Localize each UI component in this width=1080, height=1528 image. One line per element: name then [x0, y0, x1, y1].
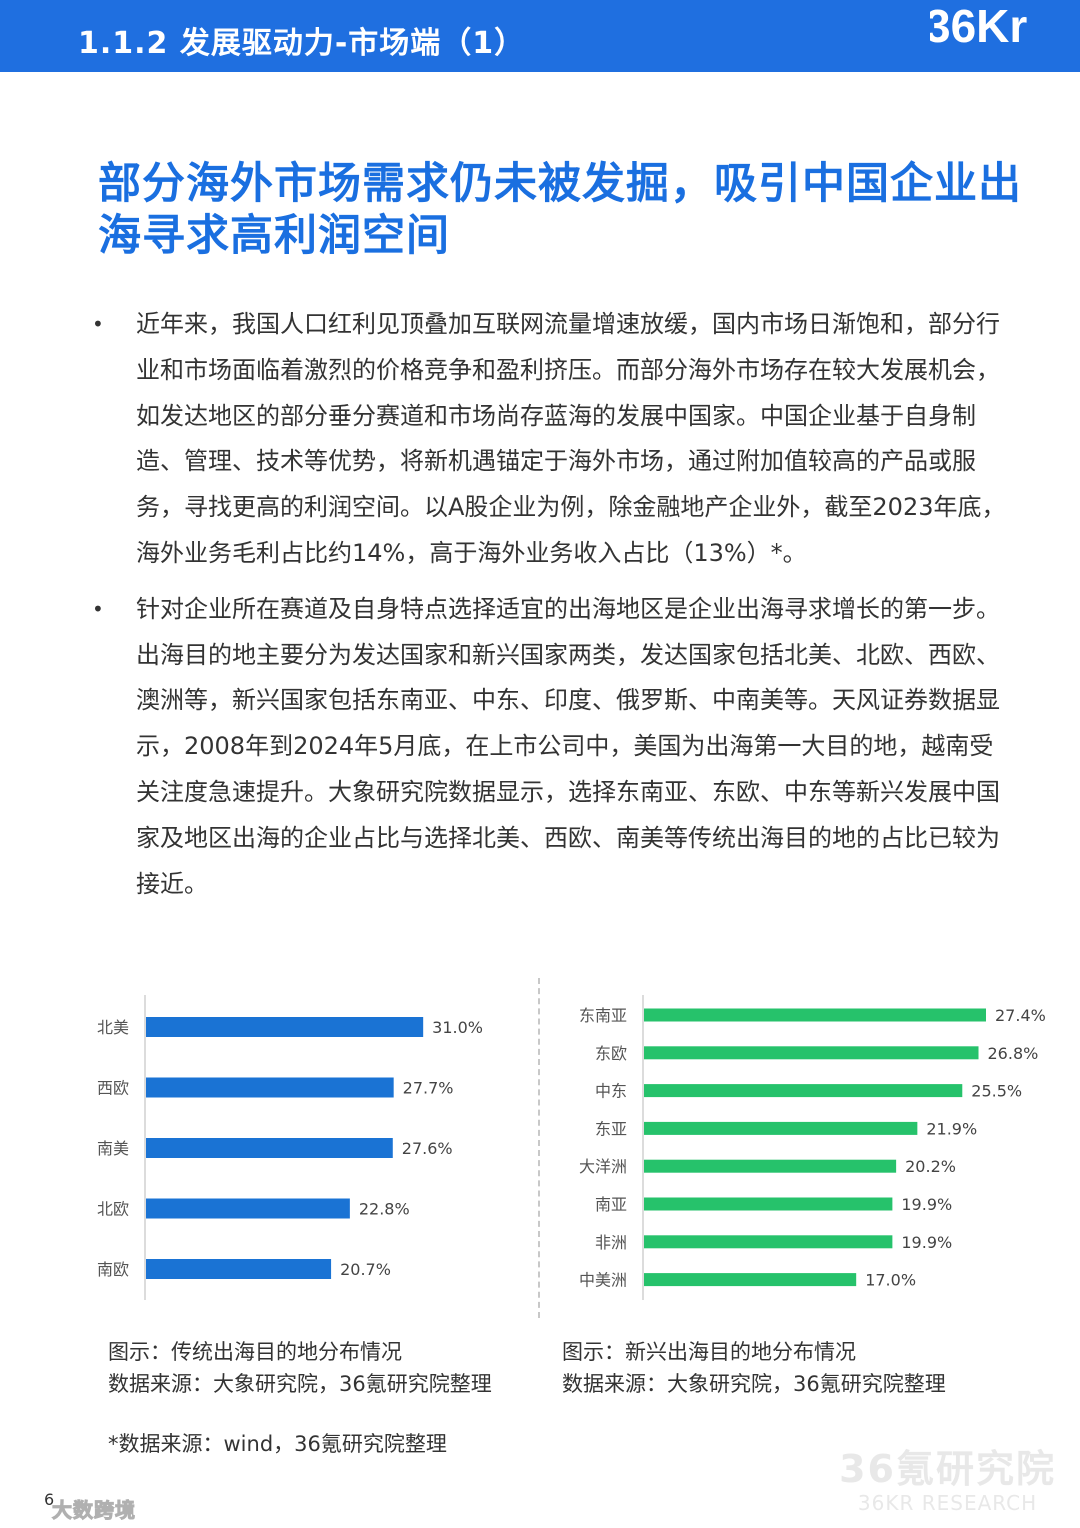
bullet-text: 近年来，我国人口红利见顶叠加互联网流量增速放缓，国内市场日渐饱和，部分行业和市场…: [136, 310, 1006, 567]
bar: [644, 1235, 893, 1249]
bar: [644, 1008, 986, 1022]
section-title: 1.1.2 发展驱动力-市场端（1）: [78, 26, 526, 61]
data-label: 22.8%: [359, 1200, 410, 1219]
headline: 部分海外市场需求仍未被发掘，吸引中国企业出海寻求高利润空间: [98, 159, 1022, 261]
bullet-list: • 近年来，我国人口红利见顶叠加互联网流量增速放缓，国内市场日渐饱和，部分行业和…: [88, 302, 1008, 917]
chart-caption-right: 图示：新兴出海目的地分布情况 数据来源：大象研究院，36氪研究院整理: [562, 1336, 946, 1400]
watermark-cn: 36氪研究院: [839, 1447, 1056, 1491]
caption-title: 图示：传统出海目的地分布情况: [108, 1340, 402, 1364]
category-label: 大洋洲: [579, 1157, 627, 1176]
bar: [644, 1046, 979, 1060]
page-number: 6: [44, 1490, 55, 1509]
data-label: 20.2%: [905, 1157, 956, 1176]
bar: [644, 1084, 963, 1098]
bullet-item: • 近年来，我国人口红利见顶叠加互联网流量增速放缓，国内市场日渐饱和，部分行业和…: [88, 302, 1008, 577]
bullet-item: • 针对企业所在赛道及自身特点选择适宜的出海地区是企业出海寻求增长的第一步。出海…: [88, 587, 1008, 908]
data-label: 27.4%: [995, 1006, 1046, 1025]
bullet-text: 针对企业所在赛道及自身特点选择适宜的出海地区是企业出海寻求增长的第一步。出海目的…: [136, 594, 1000, 898]
chart-caption-left: 图示：传统出海目的地分布情况 数据来源：大象研究院，36氪研究院整理: [108, 1336, 492, 1400]
bar: [644, 1197, 893, 1211]
chart-divider: [538, 978, 540, 1318]
data-label: 27.6%: [402, 1139, 453, 1158]
emerging-destinations-svg: 东南亚 27.4% 东欧 26.8% 中东 25.5% 东亚 21.9% 大洋洲 20.2% 南亚 1…: [579, 995, 1046, 1300]
data-label: 27.7%: [403, 1079, 454, 1098]
data-label: 31.0%: [432, 1018, 483, 1037]
logo-text: 36Kr: [930, 0, 1027, 52]
bar: [644, 1159, 897, 1173]
category-label: 北美: [97, 1018, 129, 1037]
data-label: 25.5%: [971, 1082, 1022, 1101]
page-header: 1.1.2 发展驱动力-市场端（1） 36Kr: [0, 0, 1080, 72]
category-label: 中东: [595, 1082, 627, 1101]
bar: [644, 1121, 918, 1135]
category-label: 东欧: [595, 1044, 627, 1063]
data-label: 20.7%: [340, 1260, 391, 1279]
bar: [644, 1273, 857, 1287]
bar: [146, 1017, 424, 1037]
caption-title: 图示：新兴出海目的地分布情况: [562, 1340, 856, 1364]
category-label: 北欧: [97, 1200, 129, 1219]
emerging-destinations-chart: 东南亚 27.4% 东欧 26.8% 中东 25.5% 东亚 21.9% 大洋洲 20.2% 南亚 1…: [570, 995, 1050, 1300]
caption-source: 数据来源：大象研究院，36氪研究院整理: [108, 1372, 492, 1396]
category-label: 中美洲: [579, 1271, 627, 1290]
logo: 36Kr: [930, 0, 1080, 72]
bar: [146, 1138, 393, 1158]
category-label: 非洲: [595, 1233, 627, 1252]
data-label: 17.0%: [865, 1271, 916, 1290]
watermark-en: 36KR RESEARCH: [857, 1491, 1038, 1515]
category-label: 西欧: [97, 1079, 129, 1098]
traditional-destinations-svg: 北美 31.0% 西欧 27.7% 南美 27.6% 北欧 22.8% 南欧 20.7%: [97, 995, 483, 1300]
category-label: 南美: [97, 1139, 129, 1158]
traditional-destinations-chart: 北美 31.0% 西欧 27.7% 南美 27.6% 北欧 22.8% 南欧 20.7%: [90, 995, 530, 1300]
brand-watermark: 大数跨境: [52, 1498, 136, 1523]
research-watermark: 36氪研究院 36KR RESEARCH: [839, 1438, 1056, 1515]
category-label: 南亚: [595, 1195, 627, 1214]
category-label: 南欧: [97, 1260, 129, 1279]
bullet-marker: •: [92, 596, 104, 621]
data-label: 19.9%: [901, 1233, 952, 1252]
data-label: 21.9%: [926, 1119, 977, 1138]
bar: [146, 1198, 350, 1219]
bar: [146, 1077, 394, 1098]
category-label: 东亚: [595, 1119, 627, 1138]
bar: [146, 1259, 332, 1279]
data-label: 26.8%: [988, 1044, 1039, 1063]
data-label: 19.9%: [901, 1195, 952, 1214]
footnote: *数据来源：wind，36氪研究院整理: [108, 1432, 447, 1456]
caption-source: 数据来源：大象研究院，36氪研究院整理: [562, 1372, 946, 1396]
bullet-marker: •: [92, 312, 104, 336]
category-label: 东南亚: [579, 1006, 627, 1025]
